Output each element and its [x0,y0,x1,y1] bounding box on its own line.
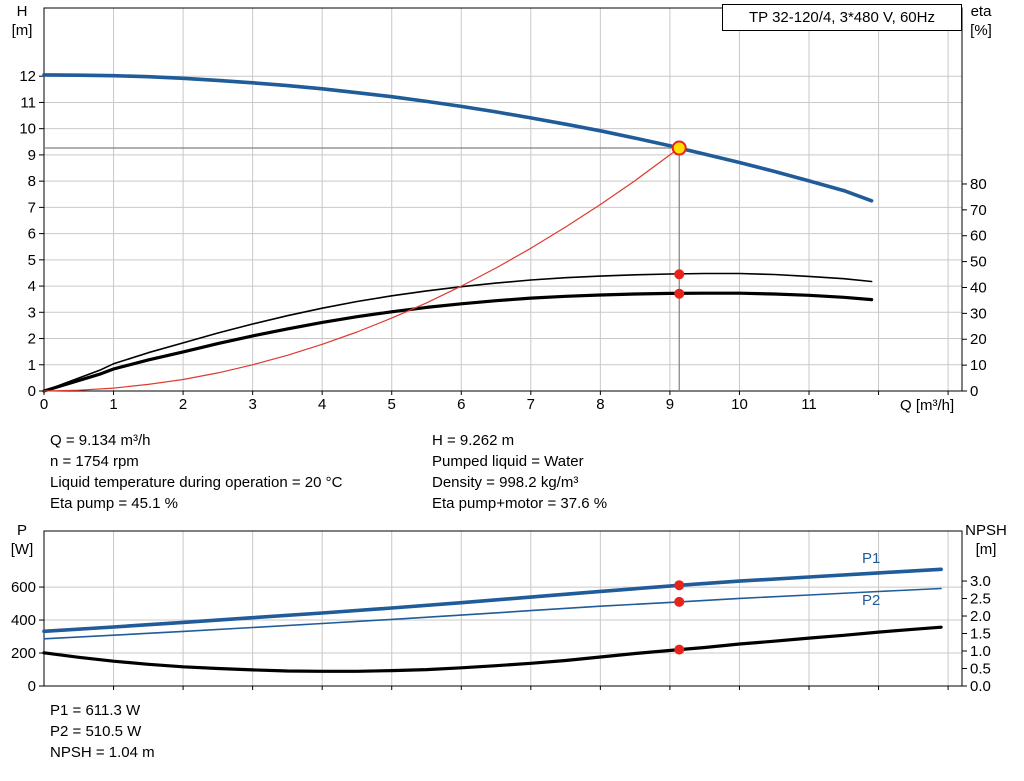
x-tick-label: 5 [388,396,396,413]
curve-label-p2: P2 [862,592,881,609]
left-tick-label: 0 [28,383,36,400]
left-tick-label: 3 [28,304,36,321]
info-liquid: Pumped liquid = Water [432,453,584,470]
axis-p-unit: [W] [10,541,34,558]
x-tick-label: 4 [318,396,326,413]
series-npsh-curve [42,625,943,673]
x-tick-label: 1 [109,396,117,413]
left-tick-label: 7 [28,199,36,216]
right-tick-label: 1.0 [970,643,991,660]
right-tick-label: 40 [970,279,987,296]
right-tick-label: 0.5 [970,661,991,678]
info-density: Density = 998.2 kg/m³ [432,474,579,491]
right-tick-label: 30 [970,305,987,322]
series-eta-pump-curve [43,272,873,392]
series-eta-pump-motor-curve [42,291,874,393]
x-tick-label: 11 [801,396,817,413]
operating-data-left-column: Q = 9.134 m³/h n = 1754 rpm Liquid tempe… [50,430,342,514]
axis-eta-label: eta [970,3,992,20]
left-tick-label: 8 [28,173,36,190]
result-block: P1 = 611.3 W P2 = 510.5 W NPSH = 1.04 m [50,700,155,763]
result-npsh: NPSH = 1.04 m [50,744,155,761]
axis-npsh-unit: [m] [975,541,997,558]
plot-border [43,530,963,687]
right-tick-label: 10 [970,357,987,374]
right-tick-label: 80 [970,176,987,193]
series-p1-curve [42,567,943,634]
result-p2: P2 = 510.5 W [50,723,142,740]
marker-p2-point [674,596,685,607]
axis-h-unit: [m] [11,22,33,39]
x-tick-label: 6 [457,396,465,413]
bottom-right-axis-title: NPSH [m] [958,521,1014,559]
right-tick-label: 2.0 [970,608,991,625]
left-tick-label: 2 [28,331,36,348]
top-left-axis-title: H [m] [4,2,40,40]
marker-npsh-point [674,644,685,655]
left-tick-label: 0 [28,678,36,695]
info-speed: n = 1754 rpm [50,453,139,470]
left-tick-label: 1 [28,357,36,374]
top-right-axis-title: eta [%] [960,2,1002,40]
x-tick-label: 10 [731,396,748,413]
right-tick-label: 1.5 [970,626,991,643]
left-tick-label: 10 [19,121,36,138]
series-head-curve [42,73,874,203]
info-eta-pump-motor: Eta pump+motor = 37.6 % [432,495,608,512]
info-flow: Q = 9.134 m³/h [50,432,151,449]
right-tick-label: 70 [970,202,987,219]
left-tick-label: 4 [28,278,36,295]
x-tick-label: 7 [527,396,535,413]
marker-eta-pump-point [674,269,685,280]
operating-data-right-column: H = 9.262 m Pumped liquid = Water Densit… [432,430,607,514]
bottom-left-axis-title: P [W] [4,521,40,559]
right-tick-label: 2.5 [970,591,991,608]
plot-border [43,7,963,392]
axis-p-label: P [16,522,27,539]
series-p2-curve [43,587,942,640]
x-tick-label: 0 [40,396,48,413]
marker-eta-pump-motor-point [674,288,685,299]
left-tick-label: 200 [11,645,36,662]
left-tick-label: 11 [20,94,36,111]
x-axis-title: Q [m³/h] [900,397,955,414]
x-tick-label: 9 [666,396,674,413]
x-tick-label: 8 [596,396,604,413]
series-system-curve [43,147,680,392]
pump-title-box: TP 32-120/4, 3*480 V, 60Hz [722,4,962,31]
right-tick-label: 0.0 [970,678,991,695]
right-tick-label: 60 [970,228,987,245]
info-temperature: Liquid temperature during operation = 20… [50,474,343,491]
curve-label-p1: P1 [862,550,881,567]
right-tick-label: 0 [970,383,978,400]
right-tick-label: 50 [970,254,987,271]
axis-h-label: H [16,3,28,20]
axis-eta-unit: [%] [970,22,992,39]
right-tick-label: 20 [970,331,987,348]
left-tick-label: 400 [11,612,36,629]
axis-npsh-label: NPSH [965,522,1007,539]
marker-duty-point [671,140,687,156]
left-tick-label: 9 [28,147,36,164]
right-tick-label: 3.0 [970,573,991,590]
x-tick-label: 2 [179,396,187,413]
left-tick-label: 6 [28,226,36,243]
info-head: H = 9.262 m [432,432,515,449]
info-eta-pump: Eta pump = 45.1 % [50,495,178,512]
result-p1: P1 = 611.3 W [50,702,141,719]
left-tick-label: 12 [19,68,36,85]
marker-p1-point [674,580,685,591]
left-tick-label: 600 [11,579,36,596]
left-tick-label: 5 [28,252,36,269]
x-tick-label: 3 [248,396,256,413]
